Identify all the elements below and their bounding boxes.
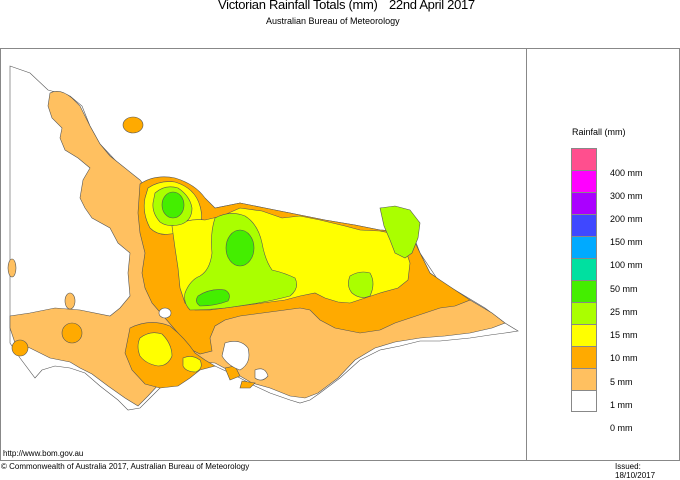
- map-subtitle: Australian Bureau of Meteorology: [266, 16, 400, 26]
- legend-label: 100 mm: [610, 260, 643, 270]
- legend-label: 400 mm: [610, 168, 643, 178]
- legend-swatch-300: [571, 170, 597, 192]
- legend-swatch-200: [571, 192, 597, 214]
- map-date: 22nd April 2017: [389, 0, 475, 12]
- legend-label: 5 mm: [610, 377, 633, 387]
- coastal-bays: [158, 307, 269, 381]
- legend-swatch-10: [571, 324, 597, 346]
- rainfall-map: [7, 65, 519, 411]
- legend-label: 1 mm: [610, 400, 633, 410]
- legend-label: 15 mm: [610, 330, 638, 340]
- source-url: http://www.bom.gov.au: [3, 449, 84, 458]
- legend-swatch-5: [571, 346, 597, 368]
- legend-label: 150 mm: [610, 237, 643, 247]
- legend-label: 300 mm: [610, 191, 643, 201]
- rain-25mm-zones: [161, 191, 255, 307]
- copyright-notice: © Commonwealth of Australia 2017, Austra…: [1, 462, 250, 471]
- legend-swatch-0: [571, 390, 597, 412]
- legend-swatch-150: [571, 214, 597, 236]
- legend-title: Rainfall (mm): [572, 127, 626, 137]
- legend-color-bar: [571, 148, 597, 412]
- legend-divider: [526, 48, 527, 460]
- legend-swatch-25: [571, 280, 597, 302]
- legend-swatch-400: [571, 148, 597, 170]
- legend-swatch-100: [571, 236, 597, 258]
- legend-swatch-50: [571, 258, 597, 280]
- legend-label: 0 mm: [610, 423, 633, 433]
- legend-swatch-15: [571, 302, 597, 324]
- issued-date: Issued: 18/10/2017: [615, 462, 656, 480]
- chart-header: Victorian Rainfall Totals (mm) 22nd Apri…: [0, 0, 680, 26]
- legend-swatch-1: [571, 368, 597, 390]
- legend-label: 50 mm: [610, 284, 638, 294]
- map-title: Victorian Rainfall Totals (mm): [218, 0, 378, 12]
- legend-label: 25 mm: [610, 307, 638, 317]
- legend-label: 200 mm: [610, 214, 643, 224]
- legend-label: 10 mm: [610, 353, 638, 363]
